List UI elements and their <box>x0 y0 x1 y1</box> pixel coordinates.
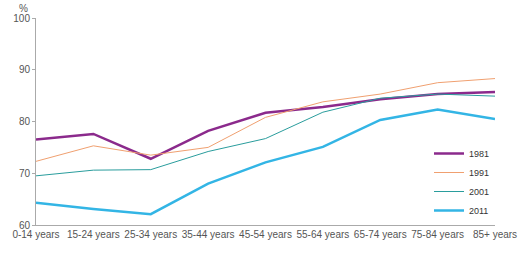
svg-text:25-34 years: 25-34 years <box>124 229 177 240</box>
svg-text:35-44 years: 35-44 years <box>182 229 235 240</box>
svg-text:1991: 1991 <box>469 168 489 178</box>
svg-text:80: 80 <box>19 116 31 127</box>
svg-text:55-64 years: 55-64 years <box>296 229 349 240</box>
svg-text:70: 70 <box>19 168 31 179</box>
svg-text:2001: 2001 <box>469 187 489 197</box>
svg-text:100: 100 <box>13 13 30 24</box>
svg-text:45-54 years: 45-54 years <box>239 229 292 240</box>
svg-text:65-74 years: 65-74 years <box>354 229 407 240</box>
svg-text:1981: 1981 <box>469 149 489 159</box>
svg-text:15-24 years: 15-24 years <box>67 229 120 240</box>
svg-text:0-14 years: 0-14 years <box>12 229 59 240</box>
svg-text:%: % <box>19 3 28 14</box>
svg-text:75-84 years: 75-84 years <box>411 229 464 240</box>
svg-text:60: 60 <box>19 220 31 231</box>
svg-text:85+ years: 85+ years <box>473 229 517 240</box>
svg-text:90: 90 <box>19 64 31 75</box>
svg-text:2011: 2011 <box>469 206 488 216</box>
